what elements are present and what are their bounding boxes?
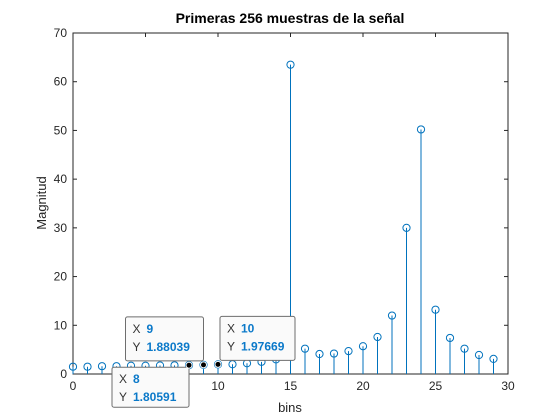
y-tick-label: 20 (54, 270, 68, 284)
stem-marker[interactable] (416, 125, 426, 134)
y-axis-label: Magnitud (34, 176, 49, 229)
y-tick-label: 0 (60, 367, 67, 381)
datatip-y-label: Y (133, 340, 141, 354)
stem-marker[interactable] (329, 349, 339, 358)
datatip-y-label: Y (227, 339, 235, 353)
stem-marker[interactable] (489, 354, 498, 363)
y-tick-label: 10 (54, 318, 68, 332)
stem-marker[interactable] (97, 362, 107, 371)
datatip-x-value: 10 (241, 321, 255, 335)
datatip-x-value: 9 (147, 322, 154, 336)
stem-marker[interactable] (213, 360, 223, 369)
stem-marker[interactable] (387, 311, 397, 320)
stem-marker[interactable] (373, 332, 382, 342)
x-tick-label: 30 (501, 379, 515, 393)
x-tick-label: 15 (284, 379, 298, 393)
x-tick-label: 10 (211, 379, 225, 393)
y-tick-label: 60 (54, 75, 68, 89)
datatip-x-value: 8 (133, 372, 140, 386)
stem-marker[interactable] (402, 223, 411, 232)
stem-marker[interactable] (445, 333, 455, 343)
stem-marker[interactable] (68, 362, 78, 371)
datatip-anchor (200, 361, 207, 369)
datatip-y-value: 1.97669 (241, 339, 285, 353)
stem-marker[interactable] (358, 342, 368, 351)
chart-title: Primeras 256 muestras de la señal (176, 10, 405, 26)
datatip-y-value: 1.80591 (133, 390, 177, 404)
datatip-y-label: Y (119, 390, 127, 404)
stem-marker[interactable] (431, 305, 440, 314)
x-tick-label: 20 (356, 379, 370, 393)
datatip-x-label: X (133, 322, 141, 336)
datatip-box[interactable] (111, 366, 190, 408)
stem-marker[interactable] (344, 347, 353, 356)
datatip-box[interactable] (125, 316, 204, 362)
y-tick-label: 30 (54, 221, 68, 235)
datatip-x-label: X (227, 321, 235, 335)
stem-marker[interactable] (199, 360, 208, 369)
datatip-anchor (214, 360, 222, 368)
x-axis-label: bins (278, 400, 302, 415)
datatip-box[interactable] (219, 315, 296, 361)
stem-marker[interactable] (460, 344, 469, 353)
datatip-x-label: X (119, 372, 127, 386)
stem-marker[interactable] (474, 350, 484, 360)
stem-marker[interactable] (315, 349, 324, 359)
y-tick-label: 50 (54, 123, 68, 137)
stem-marker[interactable] (83, 362, 92, 371)
y-tick-label: 70 (54, 26, 68, 40)
datatip-y-value: 1.88039 (147, 340, 191, 354)
stem-marker[interactable] (300, 344, 310, 353)
datatip-anchor (185, 361, 193, 369)
x-tick-label: 25 (429, 379, 443, 393)
y-tick-label: 40 (54, 172, 68, 186)
x-tick-label: 0 (70, 379, 77, 393)
stem-marker[interactable] (286, 60, 295, 69)
